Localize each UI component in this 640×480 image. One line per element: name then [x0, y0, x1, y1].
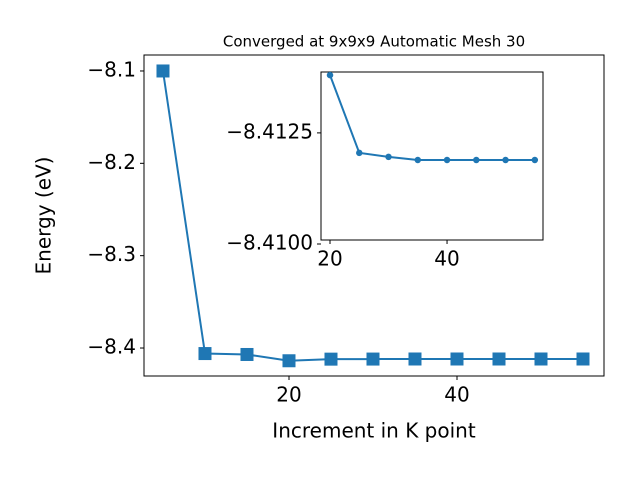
data-point [366, 352, 380, 366]
data-point [531, 156, 539, 164]
data-point [198, 347, 212, 361]
y-tick-label: −8.2 [87, 150, 136, 174]
x-axis-label: Increment in K point [272, 419, 476, 443]
plot-area [320, 71, 544, 241]
data-point [356, 149, 363, 157]
data-point [450, 352, 464, 366]
data-point [492, 352, 506, 366]
x-tick-label: 20 [317, 247, 342, 271]
x-tick-label: 40 [444, 383, 469, 407]
data-point [473, 156, 480, 164]
data-point [324, 352, 338, 366]
x-tick-label: 20 [276, 383, 301, 407]
y-tick-label: −8.4125 [226, 119, 313, 143]
data-point [408, 352, 422, 366]
data-point [156, 64, 170, 78]
data-point [576, 352, 590, 366]
y-tick-label: −8.4 [87, 335, 136, 359]
data-point [443, 156, 451, 164]
data-point [240, 347, 254, 361]
y-axis-label: Energy (eV) [32, 157, 56, 275]
y-tick-label: −8.1 [87, 57, 136, 81]
y-tick-label: −8.4100 [226, 231, 313, 255]
y-tick-label: −8.3 [87, 242, 136, 266]
data-point [282, 354, 296, 368]
data-point [326, 71, 334, 79]
chart-title: Converged at 9x9x9 Automatic Mesh 30 [223, 33, 525, 51]
data-point [385, 153, 392, 161]
data-point [502, 156, 509, 164]
data-line [329, 74, 535, 161]
data-point [534, 352, 548, 366]
x-tick-label: 40 [434, 247, 459, 271]
data-point [414, 156, 422, 164]
